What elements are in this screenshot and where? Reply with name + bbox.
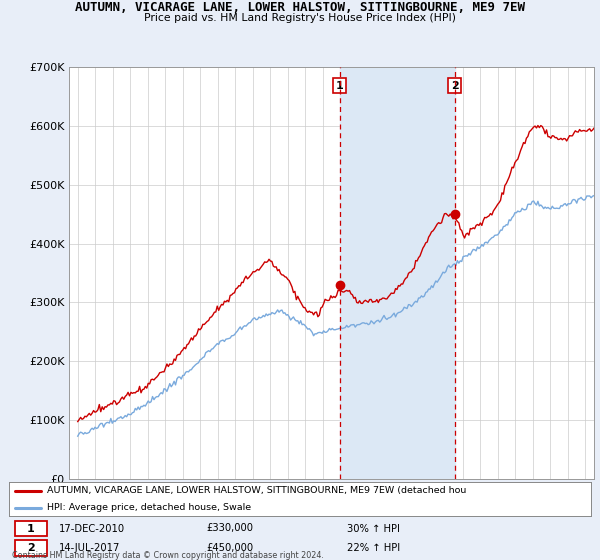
Text: 14-JUL-2017: 14-JUL-2017 [58, 543, 120, 553]
Text: 17-DEC-2010: 17-DEC-2010 [58, 524, 125, 534]
Text: 30% ↑ HPI: 30% ↑ HPI [347, 524, 400, 534]
Text: AUTUMN, VICARAGE LANE, LOWER HALSTOW, SITTINGBOURNE, ME9 7EW (detached hou: AUTUMN, VICARAGE LANE, LOWER HALSTOW, SI… [47, 487, 466, 496]
Text: Price paid vs. HM Land Registry's House Price Index (HPI): Price paid vs. HM Land Registry's House … [144, 13, 456, 23]
Text: £450,000: £450,000 [207, 543, 254, 553]
Text: 22% ↑ HPI: 22% ↑ HPI [347, 543, 400, 553]
Text: Contains HM Land Registry data © Crown copyright and database right 2024.: Contains HM Land Registry data © Crown c… [12, 551, 324, 560]
Text: 1: 1 [27, 524, 35, 534]
Text: 1: 1 [335, 81, 343, 91]
Text: AUTUMN, VICARAGE LANE, LOWER HALSTOW, SITTINGBOURNE, ME9 7EW: AUTUMN, VICARAGE LANE, LOWER HALSTOW, SI… [75, 1, 525, 14]
Text: HPI: Average price, detached house, Swale: HPI: Average price, detached house, Swal… [47, 503, 251, 512]
Text: £330,000: £330,000 [207, 524, 254, 534]
Text: 2: 2 [451, 81, 458, 91]
Bar [340, 67, 455, 479]
Bar [15, 540, 47, 556]
Bar [15, 521, 47, 536]
Text: 2: 2 [27, 543, 35, 553]
